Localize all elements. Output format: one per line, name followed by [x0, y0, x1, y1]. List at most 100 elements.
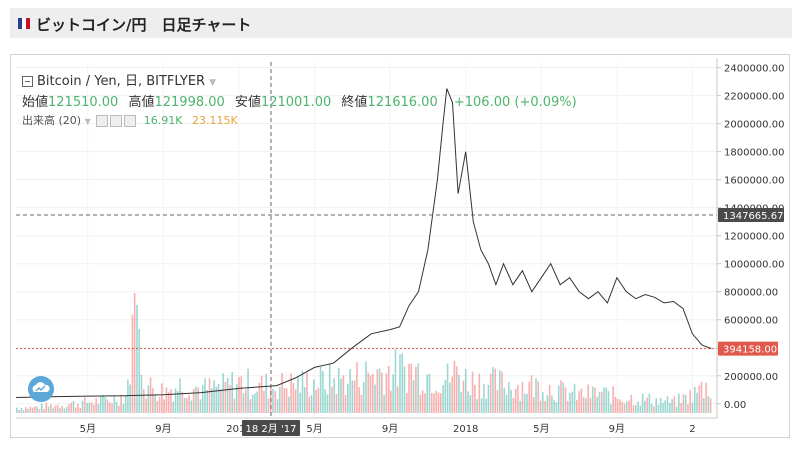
volume-bars — [16, 293, 712, 413]
volume-bar — [322, 371, 324, 413]
volume-bar — [106, 399, 109, 413]
volume-bar — [589, 397, 592, 413]
volume-bar — [72, 400, 75, 413]
volume-bar — [489, 373, 492, 413]
volume-bar — [408, 363, 410, 413]
volume-bar — [38, 409, 41, 413]
x-tick-label: 2017 — [226, 424, 251, 435]
volume-bar — [61, 406, 63, 413]
volume-bar — [195, 386, 197, 413]
volume-bar — [133, 293, 136, 413]
volume-bar — [104, 397, 107, 413]
volume-bar — [145, 398, 147, 413]
eye-icon[interactable] — [96, 115, 109, 127]
volume-bar — [90, 402, 93, 413]
volume-bar — [56, 404, 59, 413]
volume-bar — [508, 382, 510, 413]
x-axis-ticks: 5月 9月 2017 5月 9月 2018 5月 9月 2 — [80, 423, 696, 435]
volume-bar — [172, 401, 175, 413]
volume-bar — [544, 401, 546, 413]
volume-bar — [453, 360, 456, 413]
volume-bar — [675, 406, 678, 413]
volume-bar — [625, 401, 628, 413]
volume-bar — [374, 384, 376, 413]
y-tick-label: 800000.00 — [724, 288, 778, 299]
volume-bar — [260, 375, 263, 413]
volume-bar — [201, 385, 204, 413]
volume-bar — [451, 376, 453, 413]
volume-bar — [299, 392, 302, 413]
volume-bar — [215, 386, 218, 413]
volume-bar — [600, 392, 603, 413]
volume-bar — [446, 363, 449, 413]
volume-bar — [496, 389, 499, 413]
volume-bar — [167, 392, 170, 413]
y-tick-label: 1600000.00 — [724, 176, 784, 187]
volume-bar — [399, 354, 401, 413]
volume-bar — [605, 387, 608, 413]
x-tick-label: 5月 — [306, 423, 322, 435]
volume-bar — [86, 403, 88, 413]
collapse-icon[interactable] — [22, 76, 33, 87]
volume-bar — [476, 399, 478, 413]
close-icon[interactable] — [124, 115, 137, 127]
volume-bar — [664, 400, 667, 413]
volume-bar — [324, 389, 326, 413]
volume-bar — [458, 374, 460, 413]
volume-bar — [290, 373, 292, 413]
volume-bar — [122, 403, 125, 413]
volume-bar — [669, 403, 671, 413]
volume-bar — [29, 406, 32, 413]
volume-bar — [646, 397, 648, 413]
volume-bar — [689, 390, 692, 413]
gear-icon[interactable] — [110, 115, 123, 127]
volume-bar — [224, 381, 227, 413]
volume-bar — [691, 402, 694, 413]
volume-bar — [124, 395, 127, 413]
volume-bar — [40, 403, 43, 413]
volume-bar — [344, 394, 347, 413]
x-tick-label: 5月 — [80, 423, 96, 435]
ohlc-row: 始値121510.00 高値121998.00 安値121001.00 終値12… — [22, 91, 583, 111]
volume-bar — [566, 401, 569, 413]
volume-bar — [696, 392, 698, 413]
volume-bar — [569, 392, 571, 413]
volume-bar — [616, 398, 619, 413]
volume-bar — [390, 390, 392, 413]
volume-bar — [644, 400, 646, 413]
volume-bar — [546, 395, 549, 413]
volume-bar — [113, 395, 116, 413]
chevron-down-icon[interactable]: ▼ — [84, 117, 91, 126]
volume-bar — [437, 392, 440, 413]
volume-bar — [514, 388, 517, 413]
volume-bar — [272, 388, 274, 413]
chevron-down-icon[interactable]: ▼ — [209, 78, 217, 88]
crosshair-date-badge-bg — [242, 420, 300, 436]
volume-bar — [505, 394, 508, 413]
volume-bar — [79, 408, 82, 413]
volume-bar — [462, 380, 465, 413]
cloud-logo-icon[interactable] — [28, 376, 54, 402]
y-tick-label: 1200000.00 — [724, 232, 784, 243]
volume-bar — [206, 390, 209, 413]
volume-bar — [233, 398, 236, 413]
volume-bar — [81, 400, 84, 413]
volume-bar — [537, 381, 540, 413]
last-price-badge-bg — [718, 341, 778, 356]
legend-symbol: Bitcoin / Yen, 日, BITFLYER — [37, 74, 206, 89]
volume-bar — [95, 398, 97, 413]
volume-bar — [217, 384, 220, 413]
volume-bar — [256, 391, 258, 413]
volume-bar — [684, 394, 687, 413]
volume-bar — [564, 387, 567, 413]
volume-bar — [526, 393, 528, 413]
volume-bar — [351, 380, 354, 413]
volume-bar — [328, 364, 331, 413]
volume-bar — [542, 392, 544, 413]
volume-bar — [319, 366, 322, 413]
chart-legend: Bitcoin / Yen, 日, BITFLYER ▼ 始値121510.00 … — [22, 70, 583, 128]
volume-bar — [303, 387, 306, 413]
volume-bar — [709, 398, 712, 413]
volume-bar — [240, 376, 243, 413]
